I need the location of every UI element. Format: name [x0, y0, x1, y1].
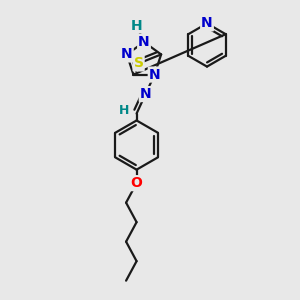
Text: N: N [121, 47, 133, 61]
Text: N: N [138, 35, 150, 49]
Text: H: H [119, 104, 129, 117]
Text: O: O [130, 176, 142, 190]
Text: N: N [201, 16, 213, 30]
Text: S: S [134, 56, 144, 70]
Text: H: H [131, 19, 142, 32]
Text: N: N [140, 87, 152, 101]
Text: N: N [149, 68, 161, 82]
